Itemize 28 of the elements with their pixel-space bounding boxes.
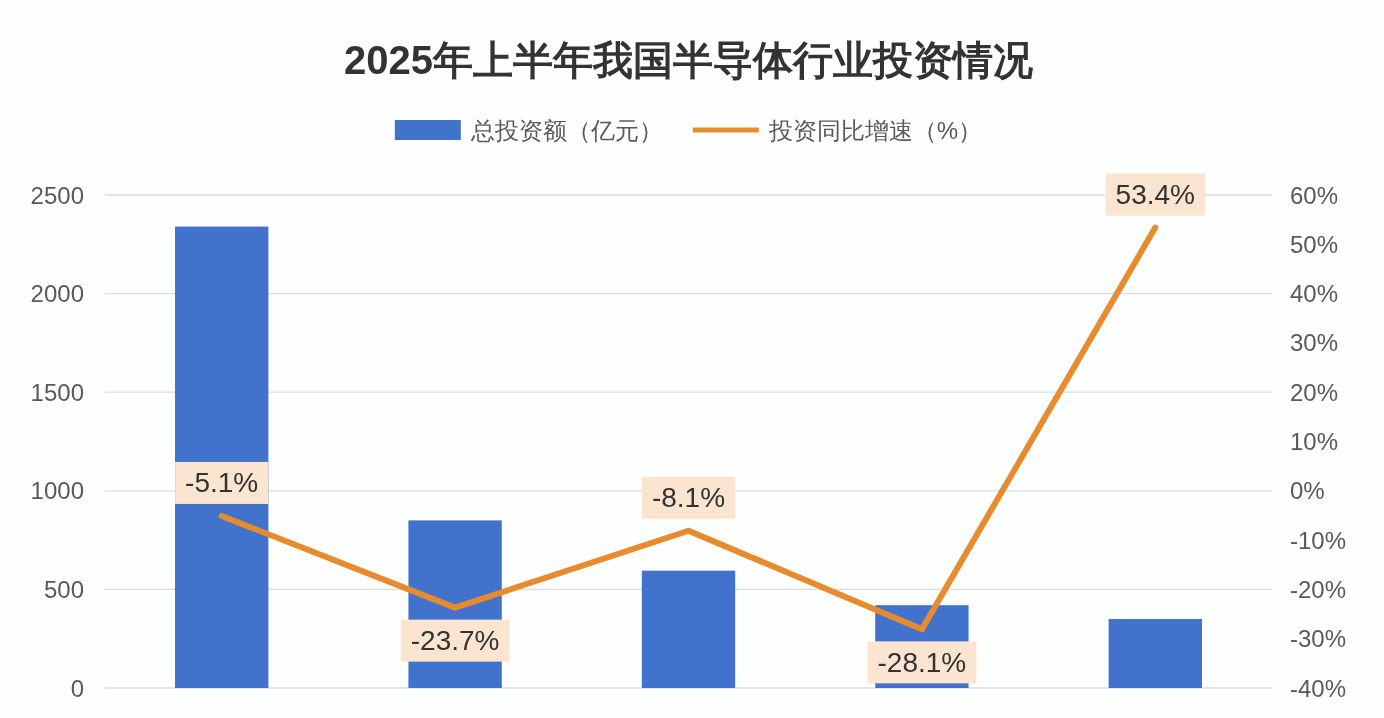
y-tick-label: 2500	[30, 181, 84, 209]
y2-tick-label: -30%	[1290, 625, 1347, 653]
bar	[641, 570, 736, 688]
data-label: 53.4%	[1115, 179, 1195, 211]
y-tick-label: 2000	[30, 280, 84, 308]
y2-tick-label: -40%	[1290, 674, 1347, 702]
y2-tick-label: 50%	[1290, 230, 1339, 258]
y-tick-label: 0	[70, 674, 84, 702]
y-tick-label: 1500	[30, 378, 84, 406]
data-label: -8.1%	[651, 482, 726, 514]
legend-label: 投资同比增速（%）	[767, 116, 983, 144]
y2-tick-label: 40%	[1290, 280, 1339, 308]
legend-label: 总投资额（亿元）	[469, 116, 663, 144]
y2-tick-label: 0%	[1290, 477, 1325, 505]
bar	[1108, 618, 1202, 688]
y2-tick-label: -20%	[1290, 575, 1347, 603]
y-tick-label: 1000	[30, 477, 84, 505]
y2-tick-label: 60%	[1290, 181, 1339, 209]
y-tick-label: 500	[43, 575, 84, 603]
bar	[175, 226, 269, 688]
y2-tick-label: 10%	[1290, 428, 1339, 455]
data-label: -23.7%	[410, 625, 500, 657]
chart-title: 2025年上半年我国半导体行业投资情况	[344, 38, 1033, 82]
y2-tick-label: 30%	[1290, 329, 1339, 357]
data-label: -28.1%	[877, 646, 967, 678]
data-label: -5.1%	[185, 467, 259, 499]
y2-tick-label: 20%	[1290, 378, 1339, 406]
y2-tick-label: -10%	[1290, 526, 1347, 554]
